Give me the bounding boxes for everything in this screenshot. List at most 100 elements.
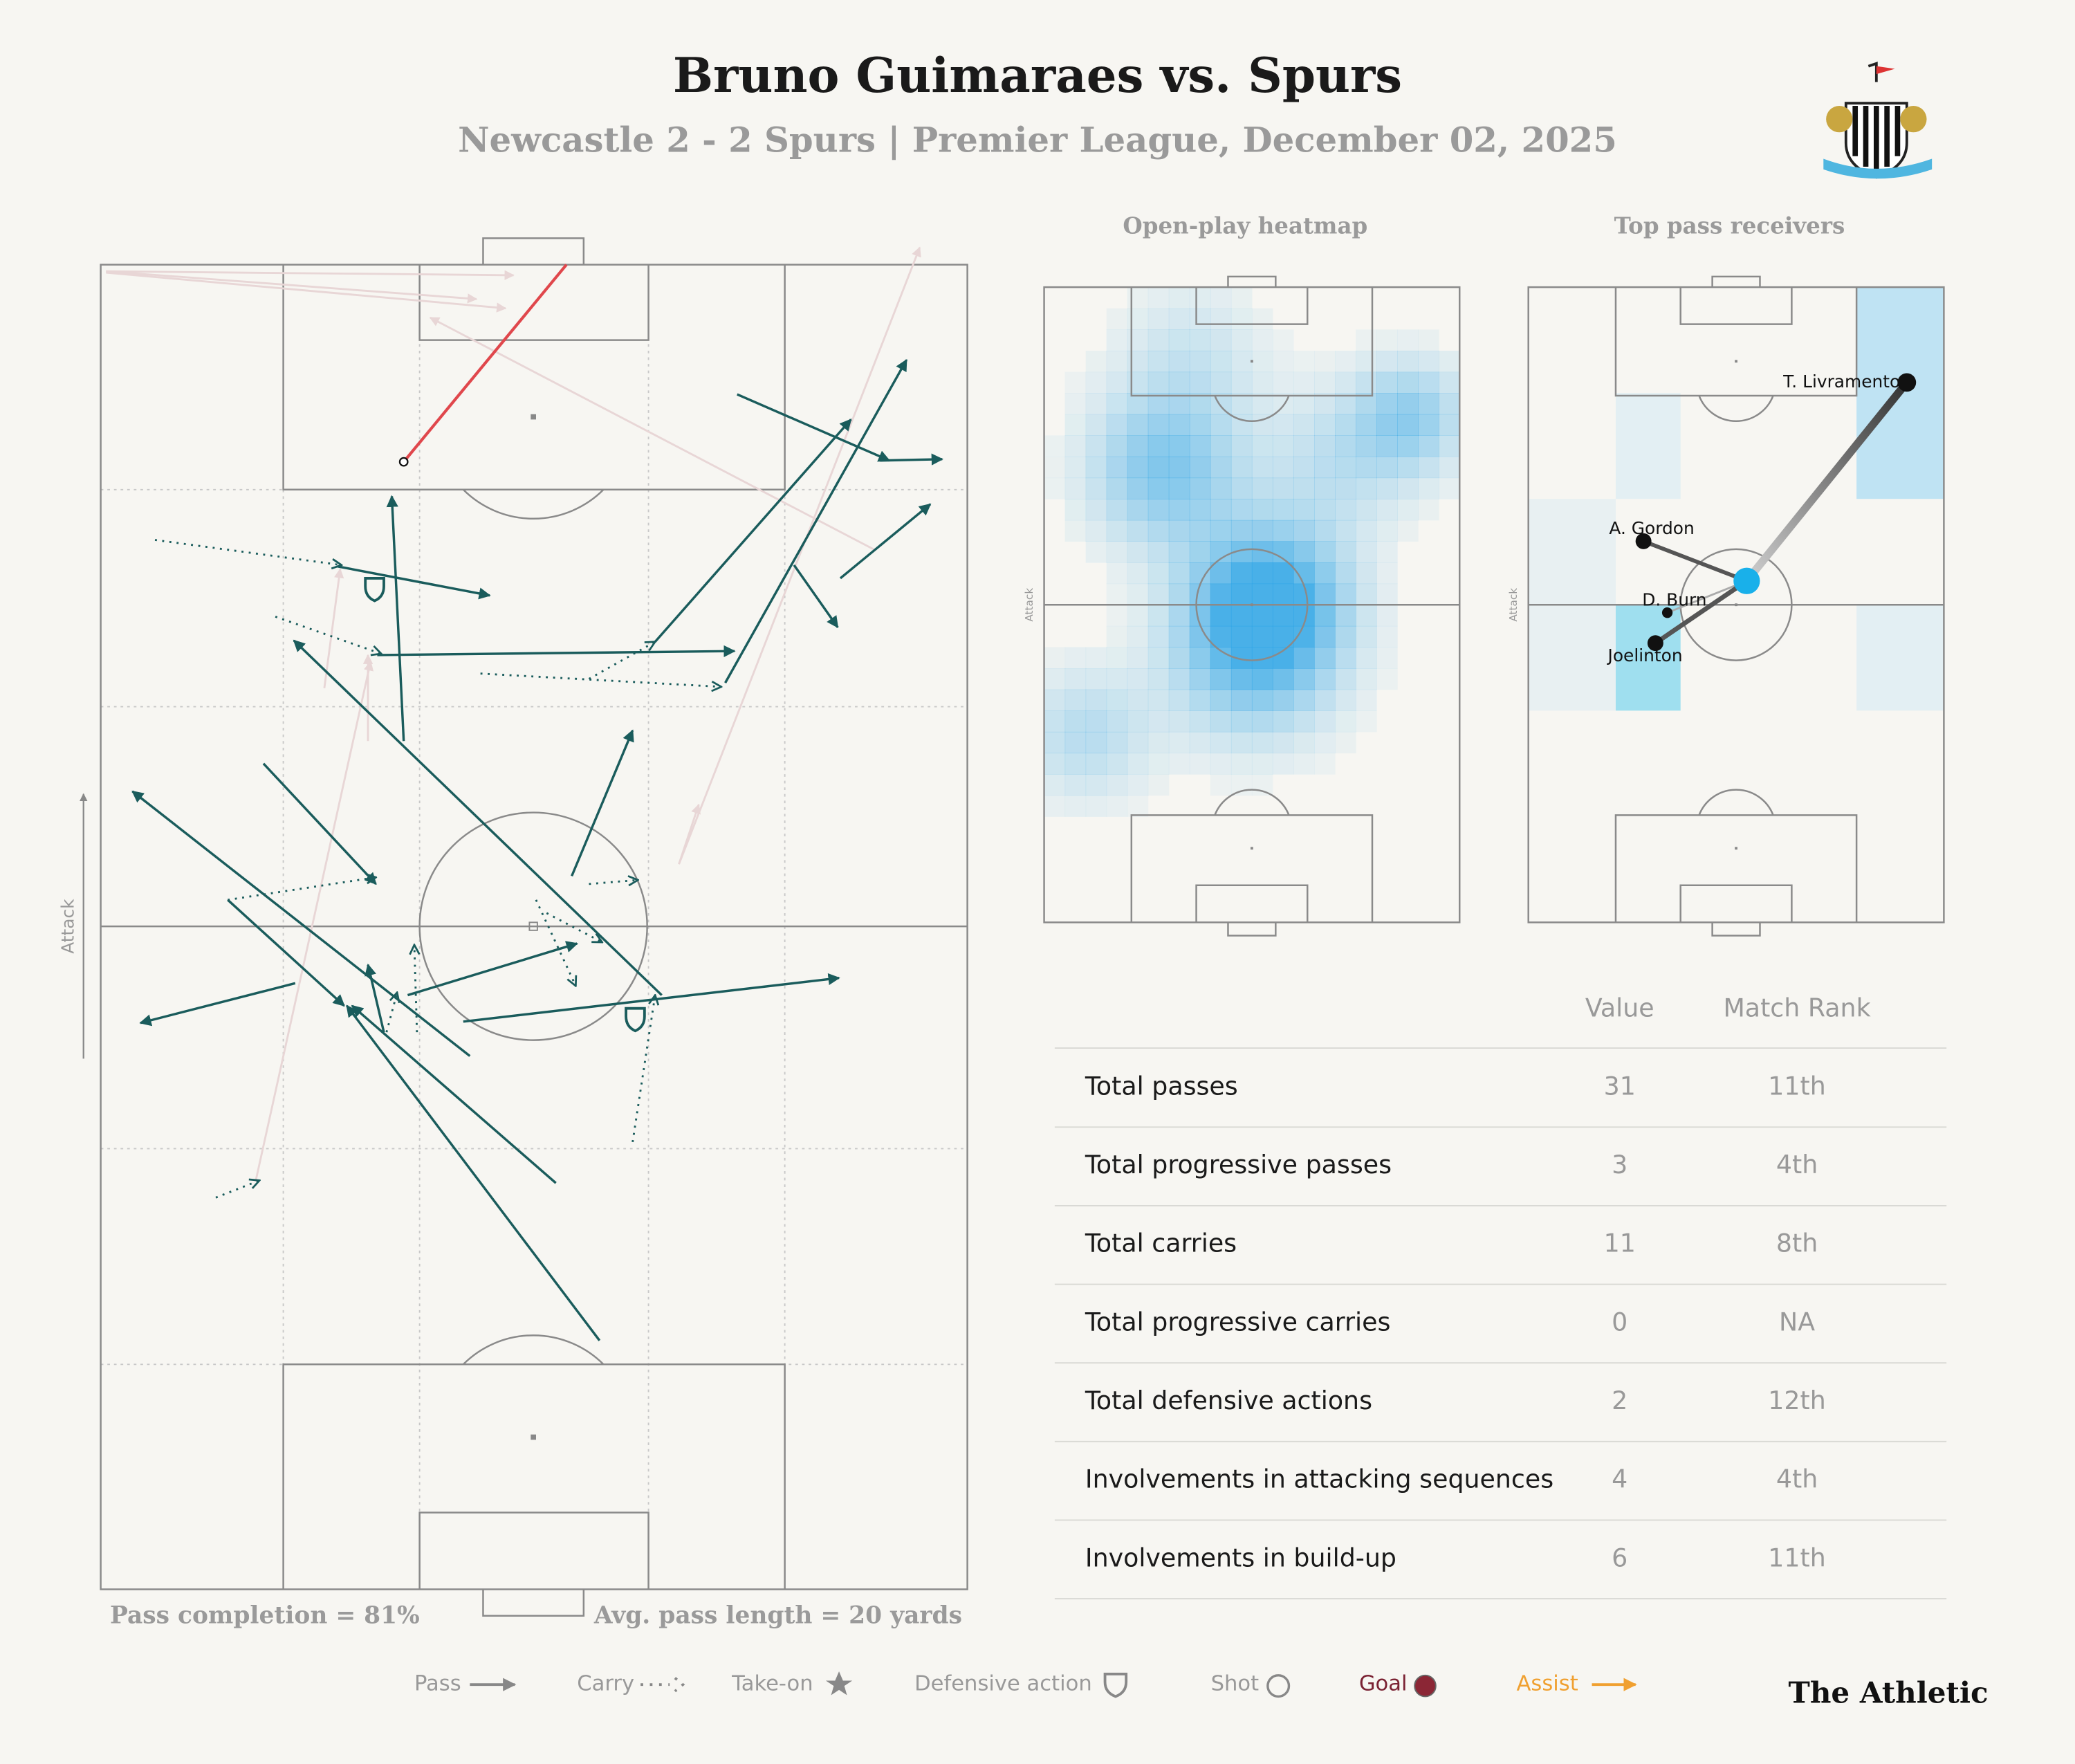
heat-cell — [1251, 562, 1273, 585]
heat-cell — [1085, 647, 1107, 669]
pass — [463, 973, 840, 1023]
heat-cell — [1397, 520, 1419, 542]
heat-cell — [1147, 477, 1170, 499]
defensive-action — [625, 1007, 646, 1033]
faded-pass — [106, 271, 507, 313]
heat-cell — [1168, 350, 1190, 373]
heat-cell — [1147, 350, 1170, 373]
heat-cell — [1189, 329, 1211, 351]
heat-cell — [1230, 499, 1253, 521]
receiver-node — [1661, 607, 1673, 618]
heat-cell — [1314, 456, 1336, 479]
zone-cell — [1615, 393, 1681, 499]
zone-cell — [1615, 605, 1681, 711]
carry — [589, 880, 638, 884]
row-rank: 4th — [1776, 1464, 1818, 1494]
heat-cell — [1314, 499, 1336, 521]
heat-cell — [1147, 774, 1170, 796]
heat-cell — [1356, 689, 1377, 711]
pass — [386, 495, 405, 742]
heat-cell — [1064, 689, 1087, 711]
heat-cell — [1168, 520, 1190, 542]
legend-icon — [1414, 1674, 1437, 1698]
assist-shot — [403, 264, 568, 463]
heat-cell — [1189, 583, 1211, 605]
receivers-map — [1527, 275, 1945, 937]
legend-label: Carry — [577, 1672, 634, 1696]
heat-cell — [1230, 456, 1253, 479]
heat-cell — [1356, 520, 1377, 542]
heat-cell — [1127, 795, 1149, 817]
heat-cell — [1293, 435, 1315, 457]
stats-table: Value Match Rank Total passes 31 11th Total… — [1054, 993, 1947, 1600]
heat-cell — [1272, 435, 1294, 457]
title: Bruno Guimaraes vs. Spurs — [673, 48, 1402, 104]
heat-cell — [1376, 647, 1398, 669]
heat-cell — [1064, 753, 1087, 775]
carry — [275, 616, 381, 654]
heat-cell — [1356, 499, 1377, 521]
pass — [262, 762, 377, 885]
heat-cell — [1251, 583, 1273, 605]
heat-cell — [1251, 520, 1273, 542]
legend-label: Shot — [1211, 1672, 1260, 1696]
heat-cell — [1189, 456, 1211, 479]
carry — [535, 899, 575, 986]
pitch-line — [1195, 548, 1309, 661]
heat-cell — [1168, 583, 1190, 605]
heat-cell — [1210, 477, 1232, 499]
heat-cell — [1085, 710, 1107, 733]
heat-cell — [1127, 287, 1149, 309]
heat-cell — [1397, 456, 1419, 479]
faded-pass — [255, 661, 374, 1182]
heat-cell — [1168, 689, 1190, 711]
receiver-node — [1635, 533, 1652, 549]
heat-cell — [1210, 287, 1232, 309]
heat-cell — [1397, 499, 1419, 521]
heat-cell — [1168, 435, 1190, 457]
heat-cell — [1127, 371, 1149, 394]
heat-cell — [1335, 393, 1356, 415]
legend-label: Defensive action — [914, 1672, 1092, 1696]
heat-cell — [1293, 731, 1315, 754]
spot — [1250, 847, 1253, 850]
heat-cell — [1106, 795, 1128, 817]
heat-cell — [1210, 562, 1232, 585]
heatmap — [1043, 275, 1461, 937]
row-label: Total carries — [1085, 1229, 1237, 1258]
heat-cell — [1147, 753, 1170, 775]
heat-cell — [1210, 456, 1232, 479]
heat-cell — [1314, 753, 1336, 775]
heat-cell — [1356, 414, 1377, 436]
heat-cell — [1044, 753, 1066, 775]
heat-cell — [1356, 562, 1377, 585]
heat-cell — [1189, 647, 1211, 669]
heat-cell — [1064, 731, 1087, 754]
heat-cell — [1189, 499, 1211, 521]
heat-cell — [1210, 625, 1232, 648]
heat-cell — [1147, 414, 1170, 436]
heat-cell — [1127, 499, 1149, 521]
heat-cell — [1356, 668, 1377, 690]
row-rank: 8th — [1776, 1229, 1818, 1258]
heat-cell — [1356, 456, 1377, 479]
heat-cell — [1251, 625, 1273, 648]
heat-cell — [1064, 520, 1087, 542]
heat-cell — [1335, 647, 1356, 669]
row-label: Involvements in build-up — [1085, 1543, 1396, 1572]
heat-cell — [1106, 308, 1128, 330]
heat-cell — [1376, 583, 1398, 605]
pass — [571, 729, 634, 877]
heat-cell — [1356, 625, 1377, 648]
column-header: Match Rank — [1723, 993, 1870, 1023]
attack-label: Attack — [1023, 588, 1035, 622]
heat-cell — [1314, 583, 1336, 605]
heat-cell — [1127, 350, 1149, 373]
heat-cell — [1168, 414, 1190, 436]
heat-cell — [1168, 731, 1190, 754]
brand: The Athletic — [1789, 1675, 1989, 1710]
heat-cell — [1418, 329, 1439, 351]
heat-cell — [1210, 605, 1232, 627]
legend-label: Pass — [414, 1672, 461, 1696]
heat-cell — [1293, 393, 1315, 415]
